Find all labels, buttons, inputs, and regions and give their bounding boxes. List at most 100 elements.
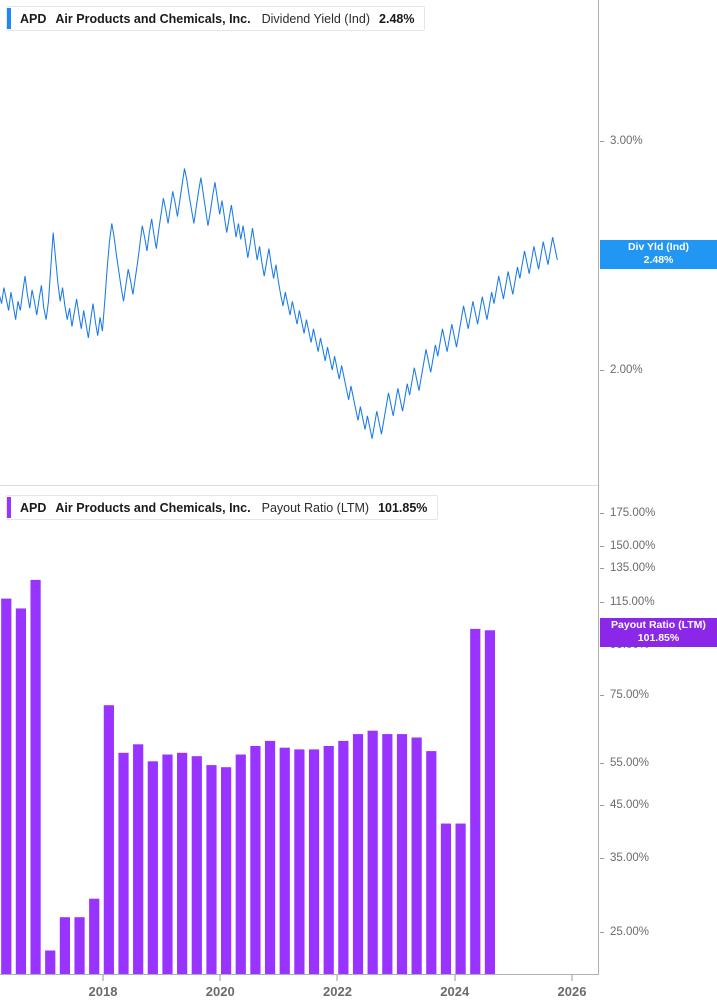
y-tick-payout-ratio: 150.00%: [600, 539, 655, 553]
tick-label: 2.00%: [610, 364, 643, 376]
tick-mark: [600, 601, 604, 603]
tick-mark: [600, 567, 604, 569]
tick-label: 25.00%: [610, 926, 650, 938]
y-axis-line: [598, 0, 600, 975]
dividend-yield-legend[interactable]: APD Air Products and Chemicals, Inc. Div…: [6, 6, 426, 31]
y-tick-payout-ratio: 135.00%: [600, 561, 655, 575]
panel-divider: [0, 485, 599, 486]
payout-ratio-bar: [279, 747, 290, 975]
tick-mark: [219, 975, 221, 981]
tick-mark: [600, 931, 604, 933]
tick-label: 45.00%: [610, 799, 650, 811]
y-tick-payout-ratio: 25.00%: [600, 925, 649, 939]
y-tick-dividend-yield: 3.00%: [600, 134, 643, 148]
payout-ratio-bar: [89, 898, 100, 975]
tick-mark: [600, 545, 604, 547]
payout-ratio-bar: [133, 744, 144, 975]
tick-mark: [600, 694, 604, 696]
payout-ratio-bar: [382, 734, 393, 975]
payout-ratio-bar: [177, 752, 188, 975]
payout-ratio-bar-chart: [1, 579, 496, 975]
payout-ratio-bar: [338, 740, 349, 975]
payout-ratio-bar: [45, 950, 56, 975]
dividend-yield-series-line: [0, 168, 558, 439]
payout-ratio-bar: [426, 751, 437, 975]
dividend-yield-value-badge[interactable]: Div Yld (Ind) 2.48%: [600, 240, 717, 269]
tick-label: 3.00%: [610, 135, 643, 147]
legend-ticker: APD: [20, 11, 47, 26]
legend-company-name: Air Products and Chemicals, Inc.: [55, 11, 251, 26]
legend-metric-value: 101.85%: [378, 500, 428, 515]
payout-ratio-bar: [323, 746, 334, 975]
payout-ratio-bar: [221, 767, 232, 975]
tick-label: 135.00%: [610, 562, 656, 574]
payout-ratio-bar: [59, 917, 70, 975]
payout-ratio-legend[interactable]: APD Air Products and Chemicals, Inc. Pay…: [6, 495, 439, 520]
tick-mark: [102, 975, 104, 981]
dividend-yield-line-chart: [0, 168, 558, 439]
badge-value: 2.48%: [643, 254, 674, 266]
y-tick-payout-ratio: 55.00%: [600, 756, 649, 770]
payout-ratio-bar: [235, 754, 246, 975]
legend-ticker: APD: [20, 500, 47, 515]
payout-ratio-bar: [206, 765, 217, 975]
tick-label: 2020: [205, 984, 235, 999]
tick-label: 75.00%: [610, 689, 650, 701]
payout-ratio-bar: [396, 734, 408, 975]
tick-mark: [600, 140, 604, 142]
tick-label: 175.00%: [610, 507, 656, 519]
payout-ratio-bar: [308, 749, 320, 975]
tick-mark: [336, 975, 338, 981]
y-tick-payout-ratio: 45.00%: [600, 798, 649, 812]
payout-ratio-panel: [0, 486, 599, 975]
x-tick-year: 2022: [323, 975, 352, 999]
y-tick-payout-ratio: 115.00%: [600, 595, 655, 609]
tick-mark: [600, 512, 604, 514]
payout-ratio-bar: [15, 608, 27, 975]
payout-ratio-bar: [470, 628, 481, 975]
series-color-swatch: [7, 8, 11, 29]
tick-label: 55.00%: [610, 757, 650, 769]
legend-metric-name: Payout Ratio (LTM): [261, 500, 370, 515]
dividend-yield-panel: [0, 0, 599, 485]
payout-ratio-bar: [352, 734, 364, 975]
series-color-swatch: [7, 497, 11, 518]
legend-metric-name: Dividend Yield (Ind): [261, 11, 371, 26]
y-tick-dividend-yield: 2.00%: [600, 363, 643, 377]
legend-metric-value: 2.48%: [379, 11, 415, 26]
payout-ratio-bar: [411, 737, 422, 975]
x-tick-year: 2018: [89, 975, 117, 999]
y-tick-payout-ratio: 175.00%: [600, 506, 655, 520]
payout-ratio-bar: [250, 746, 261, 975]
badge-label: Div Yld (Ind): [627, 241, 690, 253]
tick-mark: [454, 975, 456, 981]
tick-label: 35.00%: [610, 852, 650, 864]
legend-company-name: Air Products and Chemicals, Inc.: [55, 500, 251, 515]
payout-ratio-bar: [367, 730, 378, 975]
x-tick-year: 2020: [206, 975, 235, 999]
payout-ratio-value-badge[interactable]: Payout Ratio (LTM) 101.85%: [600, 618, 717, 647]
badge-value: 101.85%: [637, 632, 680, 644]
tick-label: 2026: [557, 984, 587, 999]
payout-ratio-bar: [118, 752, 129, 975]
payout-ratio-bar: [147, 761, 158, 975]
payout-ratio-bar: [1, 598, 12, 975]
tick-label: 2022: [323, 984, 352, 999]
tick-label: 2024: [440, 984, 470, 999]
tick-label: 150.00%: [610, 540, 656, 552]
payout-ratio-bar: [30, 579, 41, 975]
tick-label: 115.00%: [610, 596, 655, 608]
tick-mark: [600, 804, 604, 806]
tick-mark: [600, 762, 604, 764]
tick-mark: [600, 857, 604, 859]
payout-ratio-bar: [74, 917, 85, 975]
y-tick-payout-ratio: 75.00%: [600, 688, 649, 702]
x-axis-line: [0, 974, 599, 976]
payout-ratio-bar: [103, 705, 114, 975]
payout-ratio-bar: [294, 749, 305, 975]
payout-ratio-bar: [264, 740, 276, 975]
x-tick-year: 2026: [557, 975, 587, 999]
payout-ratio-bar: [440, 823, 452, 975]
y-tick-payout-ratio: 35.00%: [600, 851, 649, 865]
